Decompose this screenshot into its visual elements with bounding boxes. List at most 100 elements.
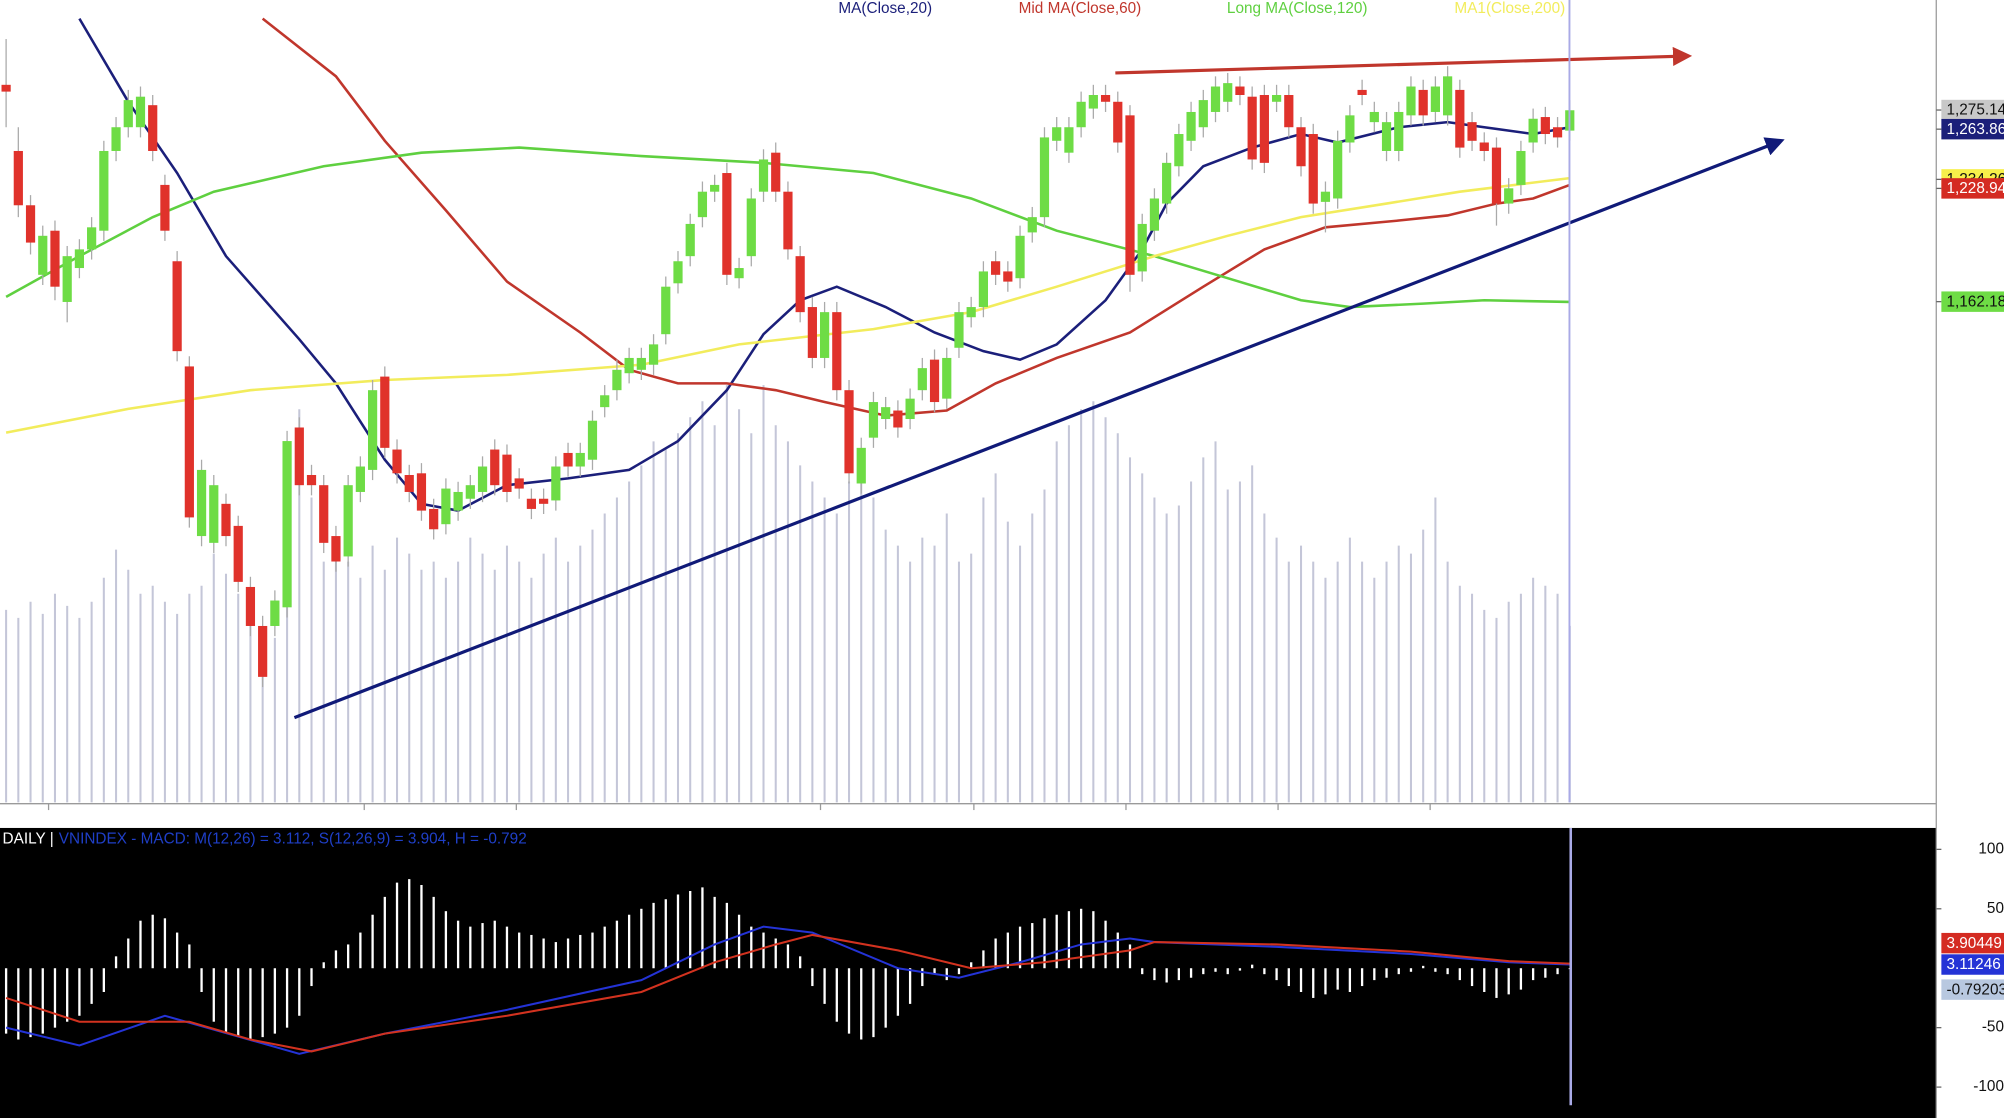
price-tag-label: 1,275.14	[1946, 102, 2004, 119]
candle-body	[392, 449, 402, 474]
x-axis-ticks	[47, 803, 1431, 811]
candle-body	[1284, 94, 1294, 128]
candle-body	[1223, 83, 1233, 102]
price-tag-label: 1,162.18	[1946, 293, 2004, 310]
candle-body	[1479, 142, 1489, 151]
candle-body	[991, 261, 1001, 275]
candle-body	[1357, 89, 1367, 95]
candle-body	[954, 312, 964, 348]
candle-body	[465, 485, 475, 499]
price-tag-label: 1,228.94	[1946, 180, 2004, 197]
legend-entry: MA1(Close,200)	[1454, 0, 1565, 17]
candle-body	[331, 536, 341, 562]
indicator-tag-label: 3.90449	[1946, 935, 2001, 952]
candle-body	[1528, 118, 1538, 143]
candle-body	[881, 407, 891, 420]
candle-body	[233, 525, 243, 582]
candle-body	[648, 344, 659, 365]
candle-body	[1259, 94, 1269, 163]
candle-body	[490, 449, 500, 486]
candle-body	[62, 256, 72, 302]
candle-body	[38, 235, 48, 275]
candle-body	[429, 508, 439, 530]
candle-body	[221, 503, 231, 537]
candle-body	[575, 452, 585, 467]
candle-body	[1296, 127, 1306, 167]
candle-body	[673, 261, 683, 284]
candle-body	[319, 485, 329, 543]
candle-body	[196, 469, 207, 537]
candle-body	[819, 312, 830, 358]
macd-title-prefix: DAILY |	[3, 831, 54, 848]
candle-body	[1210, 86, 1221, 112]
candle-body	[160, 184, 170, 231]
candle-body	[1015, 235, 1025, 279]
candle-body	[868, 402, 879, 438]
candle-body	[966, 307, 976, 318]
price-tag	[1941, 99, 2004, 121]
candle-body	[661, 286, 671, 335]
candle-body	[1418, 89, 1428, 116]
candle-body	[1308, 134, 1318, 204]
candle-body	[306, 474, 317, 486]
candle-body	[563, 452, 573, 467]
candle-body	[624, 357, 634, 374]
candle-body	[258, 625, 268, 677]
moving-average-line	[5, 176, 1570, 434]
candle-body	[978, 271, 989, 308]
candle-body	[367, 390, 378, 470]
macd-title-main: VNINDEX - MACD: M(12,26) = 3.112, S(12,2…	[59, 831, 527, 848]
candle-body	[1088, 94, 1098, 109]
candle-body	[612, 369, 622, 391]
candle-body	[380, 376, 390, 448]
candle-body	[1443, 76, 1453, 116]
macd-indicator	[4, 879, 1571, 1055]
candle-body	[746, 198, 756, 257]
candle-body	[135, 96, 146, 128]
candle-body	[294, 427, 304, 486]
candle-body	[929, 359, 940, 403]
candle-body	[1345, 115, 1355, 143]
candle-body	[1320, 191, 1331, 202]
candle-body	[685, 223, 695, 257]
candle-body	[1174, 134, 1184, 167]
candle-body	[502, 454, 512, 492]
candle-body	[856, 447, 866, 484]
indicator-tag-label: 3.11246	[1946, 956, 2000, 973]
candle-body	[1100, 94, 1111, 102]
candle-body	[111, 127, 121, 151]
candle-body	[1137, 223, 1147, 272]
candle-body	[282, 441, 292, 608]
candle-body	[1247, 96, 1257, 160]
candle-body	[74, 249, 85, 269]
indicator-tag	[1941, 932, 2004, 954]
candle-body	[942, 357, 952, 399]
candle-body	[172, 261, 182, 352]
candle-body	[905, 398, 915, 420]
candle-body	[404, 474, 414, 492]
candle-body	[1039, 137, 1050, 218]
candle-body	[1504, 188, 1514, 204]
indicator-tag	[1941, 954, 2004, 975]
candle-body	[25, 205, 36, 243]
candle-body	[551, 466, 561, 501]
candle-body	[1516, 150, 1526, 185]
candle-body	[807, 307, 817, 358]
candle-body	[844, 390, 854, 474]
price-tag	[1941, 118, 2004, 140]
y-tick-label: -50	[1982, 1019, 2004, 1036]
candle-body	[917, 368, 927, 391]
price-panel	[1, 17, 1785, 803]
candle-body	[50, 230, 60, 287]
candle-body	[184, 366, 194, 518]
y-tick-label: 50	[1987, 900, 2004, 917]
candle-body	[1162, 162, 1172, 204]
candle-body	[453, 491, 463, 511]
legend-entry: MA(Close,20)	[838, 0, 932, 17]
candle-body	[355, 466, 365, 492]
candle-body	[722, 173, 732, 275]
candle-body	[1, 84, 11, 92]
macd-line	[5, 933, 1570, 1053]
price-tag	[1941, 291, 2004, 312]
